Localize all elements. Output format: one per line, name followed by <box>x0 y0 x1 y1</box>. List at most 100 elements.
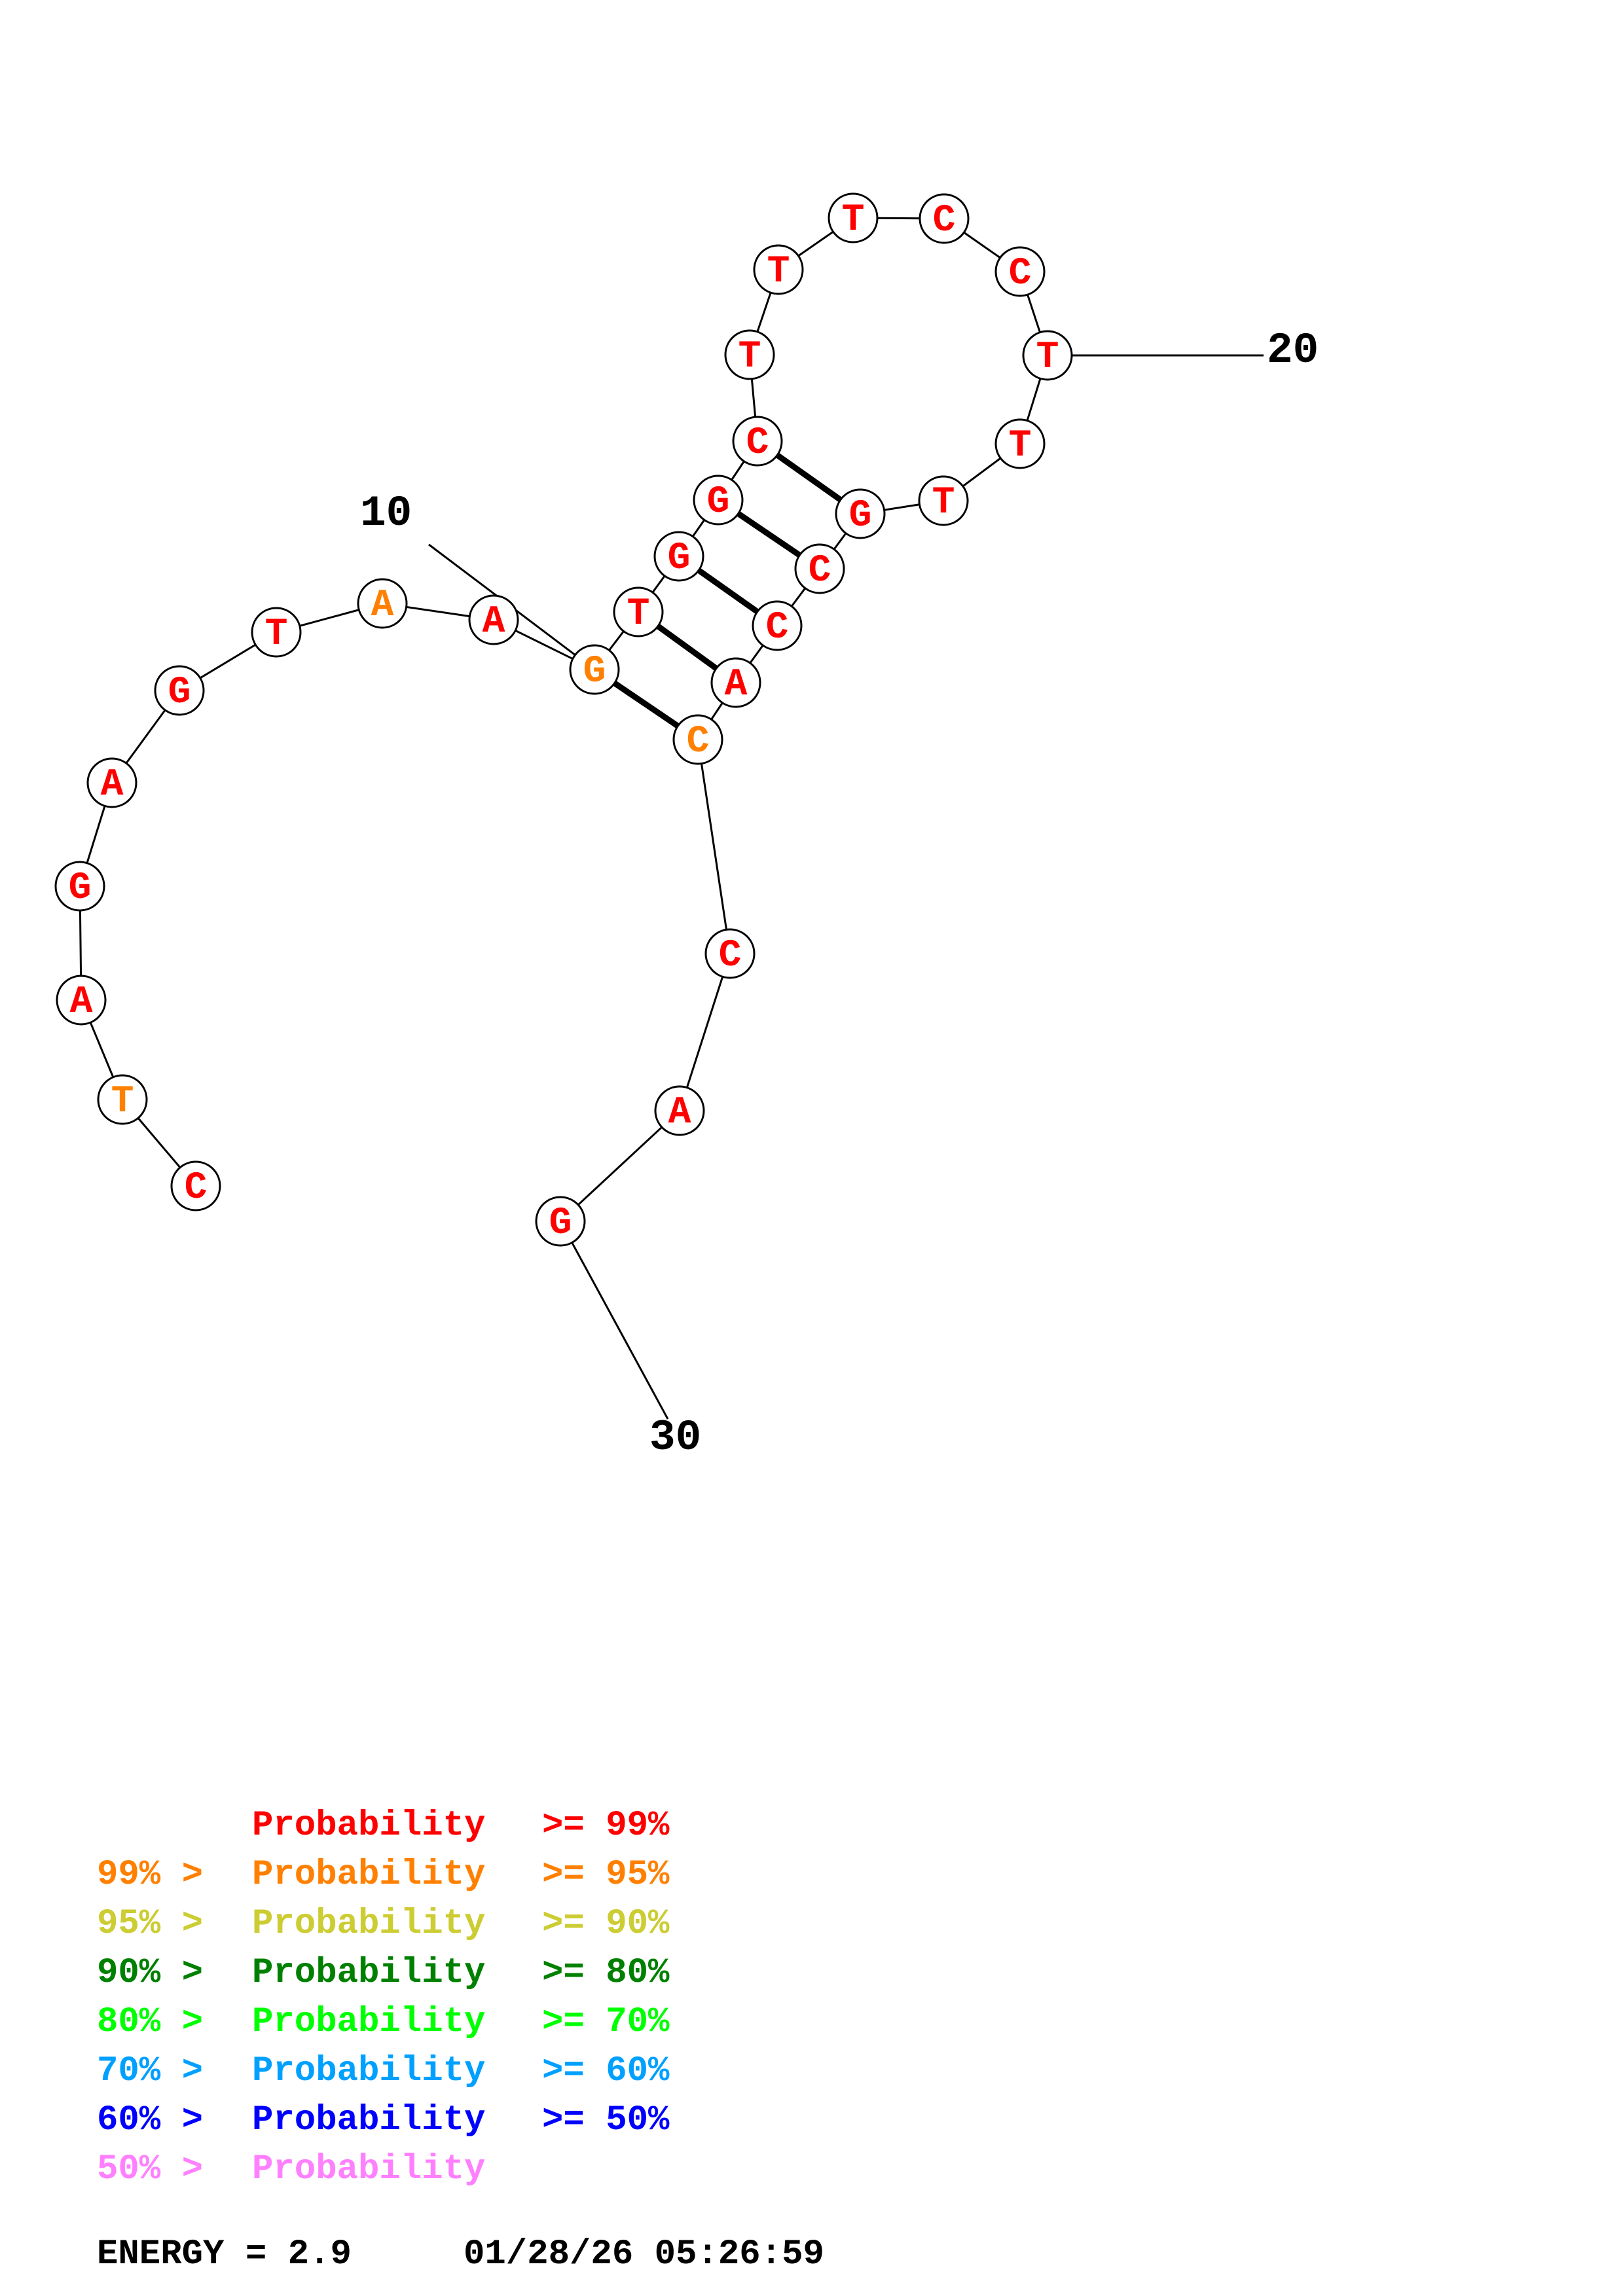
nucleotide-letter: T <box>265 613 288 656</box>
legend-threshold: >= 90% <box>542 1904 670 1944</box>
legend-label: Probability <box>252 2002 485 2042</box>
nucleotide-node: A <box>654 1085 705 1136</box>
nucleotide-circle <box>97 1074 148 1125</box>
nucleotide-circle <box>794 543 845 594</box>
nucleotide-circle <box>251 607 302 658</box>
nucleotide-circle <box>835 488 886 539</box>
nucleotide-node: G <box>693 475 744 526</box>
legend-label: Probability <box>252 1806 485 1846</box>
legend-threshold: >= 60% <box>542 2051 670 2091</box>
nucleotide-letter: T <box>842 199 865 242</box>
nucleotide-circle <box>693 475 744 526</box>
legend-prefix: 99% > <box>97 1855 203 1895</box>
nucleotide-circle <box>710 657 761 708</box>
legend-prefix: 50% > <box>97 2149 203 2189</box>
nucleotide-letter: G <box>849 495 872 537</box>
nucleotide-node: G <box>653 531 704 582</box>
nucleotide-letter: C <box>809 550 831 592</box>
nucleotide-node: C <box>672 714 723 765</box>
nucleotide-circle <box>724 329 775 380</box>
legend-prefix: 70% > <box>97 2051 203 2091</box>
nucleotide-letter: C <box>687 721 710 763</box>
nucleotide-letter: T <box>932 482 955 524</box>
nucleotide-node: T <box>753 244 804 295</box>
nucleotide-node: A <box>710 657 761 708</box>
nucleotide-circle <box>569 644 620 695</box>
nucleotide-letter: T <box>739 336 761 378</box>
nucleotide-node: A <box>468 594 519 645</box>
nucleotide-letter: G <box>668 537 691 580</box>
energy-text: ENERGY = 2.9 <box>97 2234 352 2274</box>
backbone-segment <box>559 1109 681 1223</box>
position-label: 10 <box>360 489 412 538</box>
nucleotide-node: C <box>794 543 845 594</box>
nucleotide-node: T <box>1022 330 1073 381</box>
nucleotide-letter: T <box>111 1081 134 1123</box>
backbone-segment <box>678 953 731 1111</box>
nucleotide-node: A <box>357 578 408 629</box>
nucleotide-node: C <box>170 1160 221 1211</box>
nucleotide-letter: A <box>70 981 93 1024</box>
nucleotide-circle <box>1022 330 1073 381</box>
nucleotide-node: G <box>835 488 886 539</box>
backbone-layer <box>79 217 1049 1223</box>
energy-footer: ENERGY = 2.9 01/28/26 05:26:59 <box>97 2234 824 2274</box>
nucleotide-node: C <box>994 246 1046 297</box>
legend-threshold: >= 70% <box>542 2002 670 2042</box>
probability-legend: Probability >= 99% 99% > Probability >= 95% 9… <box>97 1806 670 2189</box>
nucleotide-letter: G <box>707 481 730 524</box>
nucleotide-node: T <box>251 607 302 658</box>
position-label-leader <box>559 1221 669 1420</box>
nucleotide-node: T <box>994 418 1046 469</box>
position-label: 30 <box>649 1413 701 1462</box>
nucleotide-letter: A <box>371 584 394 627</box>
legend-label: Probability <box>252 2149 485 2189</box>
nucleotide-circle <box>752 600 803 651</box>
legend-prefix: 80% > <box>97 2002 203 2042</box>
nucleotide-node: C <box>704 928 756 979</box>
nucleotide-circle <box>535 1196 586 1247</box>
nucleotide-letter: G <box>583 651 606 693</box>
nucleotide-circle <box>704 928 756 979</box>
nucleotide-node: G <box>154 665 205 716</box>
nucleotide-letter: C <box>719 935 742 977</box>
nucleotide-letter: G <box>549 1202 572 1245</box>
nucleotide-circle <box>653 531 704 582</box>
legend-label: Probability <box>252 2100 485 2140</box>
nucleotide-node: C <box>919 193 970 244</box>
legend-threshold: >= 99% <box>542 1806 670 1846</box>
timestamp-text: 01/28/26 05:26:59 <box>464 2234 824 2274</box>
nucleotide-node: T <box>724 329 775 380</box>
nucleotide-letter: C <box>185 1167 208 1210</box>
nucleotide-circle <box>357 578 408 629</box>
nucleotide-circle <box>828 192 879 243</box>
nucleotide-circle <box>994 246 1046 297</box>
nucleotide-letter: A <box>483 601 505 643</box>
nucleotide-letter: T <box>1036 336 1059 379</box>
legend-threshold: >= 50% <box>542 2100 670 2140</box>
nucleotide-letter: T <box>767 251 790 293</box>
nucleotide-letter: C <box>1009 253 1032 295</box>
nucleotide-letter: G <box>69 867 92 910</box>
nucleotide-circle <box>732 416 783 467</box>
nucleotide-circle <box>54 861 105 912</box>
nucleotide-circle <box>468 594 519 645</box>
nucleotide-letter: C <box>933 200 956 242</box>
nucleotide-circle <box>154 665 205 716</box>
nucleotide-letter: A <box>725 664 748 706</box>
legend-prefix: 60% > <box>97 2100 203 2140</box>
nucleotide-circle <box>654 1085 705 1136</box>
nucleotide-letter: A <box>101 764 124 806</box>
backbone-segment <box>697 739 731 954</box>
nucleotide-letter: T <box>627 593 650 636</box>
position-label: 20 <box>1267 326 1319 375</box>
nucleotide-circle <box>753 244 804 295</box>
nucleotide-circle <box>672 714 723 765</box>
legend-label: Probability <box>252 1953 485 1993</box>
legend-label: Probability <box>252 1855 485 1895</box>
nucleotide-circle <box>613 586 664 637</box>
nucleotide-node: T <box>828 192 879 243</box>
legend-threshold: >= 80% <box>542 1953 670 1993</box>
